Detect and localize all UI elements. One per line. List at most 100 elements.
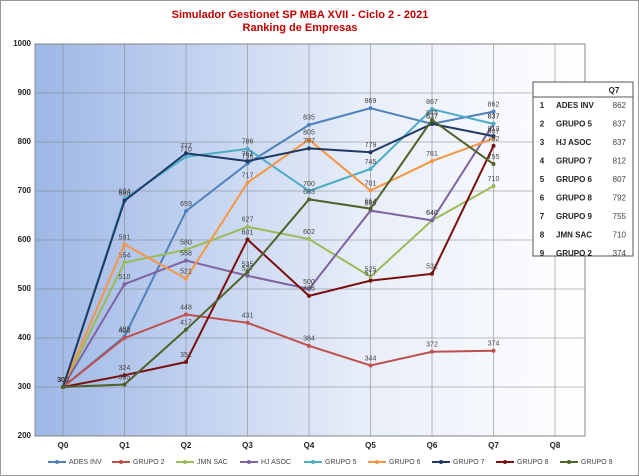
y-tick-label: 900 [18,88,32,97]
value-label: 755 [488,154,500,161]
score: 837 [613,138,627,147]
value-label: 535 [242,262,254,269]
y-tick-label: 200 [18,431,32,440]
value-label: 601 [242,229,254,236]
point [122,336,127,340]
point [368,363,373,368]
score: 792 [613,194,627,203]
y-tick-label: 300 [18,382,32,391]
value-label: 700 [303,181,315,188]
legend-label: GRUPO 2 [133,459,165,466]
point [122,373,127,378]
x-tick-label: Q0 [58,441,69,450]
point [245,146,250,151]
value-label: 761 [242,151,254,158]
value-label: 837 [488,114,500,121]
team: GRUPO 2 [556,249,593,258]
legend-label: JMN SAC [197,459,228,466]
value-label: 558 [180,250,192,257]
value-label: 554 [119,252,131,259]
point [307,287,311,291]
value-label: 770 [180,147,192,154]
legend-label: GRUPO 6 [389,459,421,466]
point [245,180,250,185]
point [245,320,250,325]
value-label: 351 [180,352,192,359]
rank: 8 [540,231,545,240]
value-label: 837 [426,114,438,121]
value-label: 745 [365,159,377,166]
point [122,198,127,203]
point [122,260,127,265]
point [122,242,127,247]
y-tick-label: 400 [18,333,32,342]
point [368,166,373,171]
value-label: 580 [180,240,192,247]
x-tick-label: Q6 [427,441,438,450]
value-label: 384 [303,336,315,343]
value-label: 761 [426,151,438,158]
series-line [62,122,494,388]
value-label: 527 [242,266,254,273]
value-label: 500 [303,279,315,286]
point [184,360,188,365]
value-label: 835 [303,115,315,122]
score: 710 [613,231,627,240]
rank: 9 [540,249,545,258]
value-label: 659 [180,201,192,208]
y-tick-label: 1000 [13,39,31,48]
rank: 4 [540,157,545,166]
point [430,218,434,223]
table-header: Q7 [609,86,620,95]
team: GRUPO 9 [556,212,593,221]
value-label: 372 [426,342,438,349]
ranking-table [532,81,634,257]
rank: 2 [540,120,545,129]
value-label: 869 [365,98,377,105]
value-label: 787 [303,138,315,145]
value-label: 374 [488,341,500,348]
chart-title: Simulador Gestionet SP MBA XVII - Ciclo … [172,9,429,21]
point [245,224,250,229]
team: ADES INV [556,101,594,110]
value-label: 531 [426,264,438,271]
point [491,143,496,148]
series-line [62,185,494,388]
value-label: 344 [365,355,377,362]
point [491,348,496,353]
point [430,107,434,112]
point [307,189,311,193]
value-label: 300 [57,377,69,384]
series-line [62,137,494,388]
y-tick-label: 700 [18,186,32,195]
point [245,159,250,164]
point [368,150,373,155]
legend-label: HJ ASOC [261,459,291,466]
legend-marker [55,460,59,464]
value-label: 521 [180,269,192,276]
point [184,258,188,263]
y-tick-label: 600 [18,235,32,244]
rank: 1 [540,101,545,110]
value-label: 627 [242,217,254,224]
team: GRUPO 5 [556,120,593,129]
point [368,206,373,211]
legend-marker [247,460,251,464]
score: 837 [613,120,627,129]
point [245,269,250,274]
value-label: 510 [119,274,131,281]
value-label: 786 [242,139,254,146]
point [368,274,373,279]
legend-marker [503,460,507,464]
value-label: 717 [242,173,254,180]
rank: 7 [540,212,545,221]
point [184,327,188,332]
series-line [62,118,495,388]
legend-label: GRUPO 8 [517,459,549,466]
value-label: 640 [426,210,438,217]
rank: 3 [540,138,545,147]
point [307,146,311,151]
legend-marker [567,460,571,464]
x-tick-label: Q8 [550,441,561,450]
point [307,293,311,298]
